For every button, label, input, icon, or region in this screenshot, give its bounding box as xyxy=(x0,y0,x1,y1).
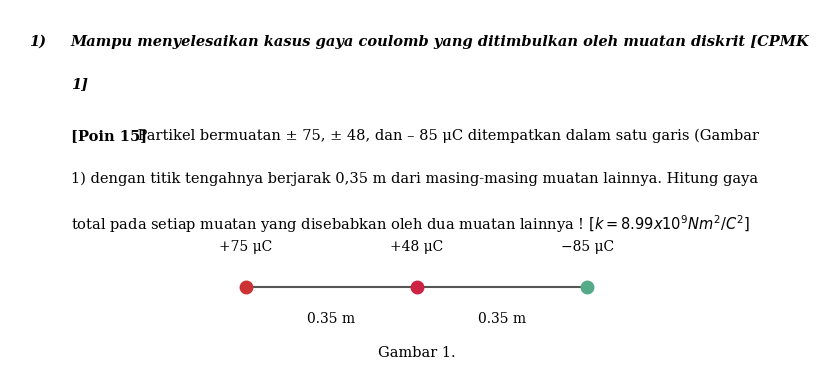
Text: 1): 1) xyxy=(29,35,46,49)
Text: +75 μC: +75 μC xyxy=(219,240,272,254)
Text: 0.35 m: 0.35 m xyxy=(478,312,526,326)
Text: total pada setiap muatan yang disebabkan oleh dua muatan lainnya ! $[k = 8.99x10: total pada setiap muatan yang disebabkan… xyxy=(71,214,750,235)
Text: Partikel bermuatan ± 75, ± 48, dan – 85 μC ditempatkan dalam satu garis (Gambar: Partikel bermuatan ± 75, ± 48, dan – 85 … xyxy=(133,129,760,143)
Text: Gambar 1.: Gambar 1. xyxy=(377,346,456,360)
Text: +48 μC: +48 μC xyxy=(390,240,443,254)
Text: 1]: 1] xyxy=(71,77,87,91)
Text: 1) dengan titik tengahnya berjarak 0,35 m dari masing-masing muatan lainnya. Hit: 1) dengan titik tengahnya berjarak 0,35 … xyxy=(71,171,758,186)
Text: 0.35 m: 0.35 m xyxy=(307,312,355,326)
Text: [Poin 15]: [Poin 15] xyxy=(71,129,147,143)
Text: Mampu menyelesaikan kasus gaya coulomb yang ditimbulkan oleh muatan diskrit [CPM: Mampu menyelesaikan kasus gaya coulomb y… xyxy=(71,35,810,49)
Text: −85 μC: −85 μC xyxy=(561,240,614,254)
